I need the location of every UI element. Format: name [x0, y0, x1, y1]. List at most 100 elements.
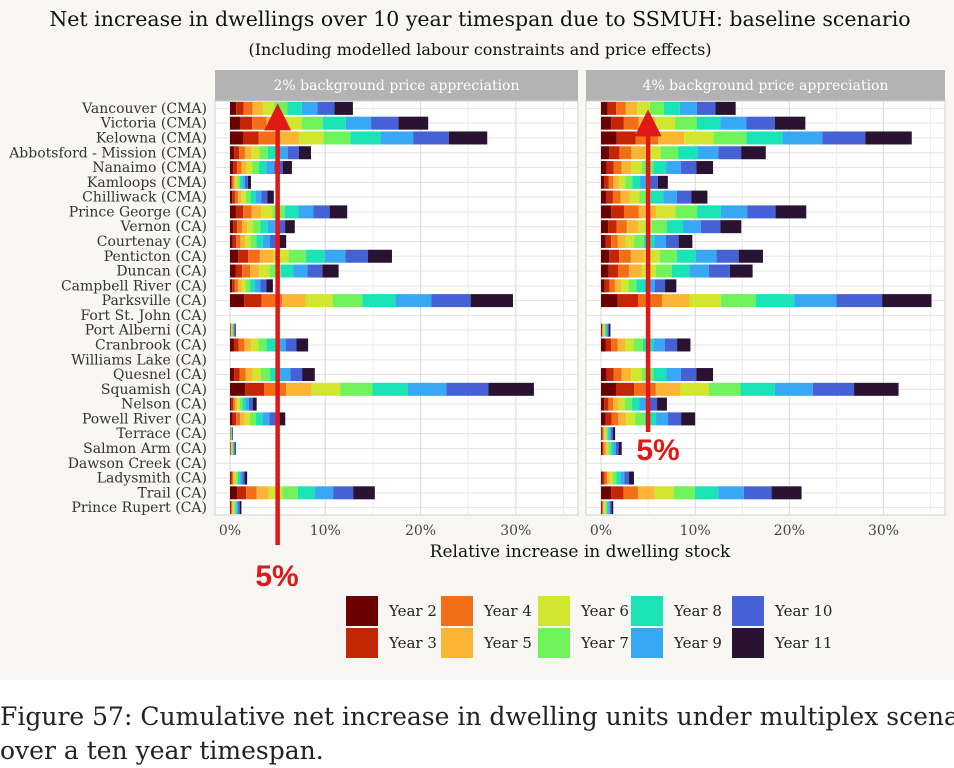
- bar-segment: [244, 175, 248, 189]
- bar-segment: [231, 441, 233, 455]
- bar-segment: [636, 279, 646, 293]
- bar-segment: [246, 161, 253, 175]
- bar-segment: [740, 382, 775, 396]
- bar-segment: [671, 264, 690, 278]
- bar-segment: [718, 146, 742, 160]
- figure-caption: Figure 57: Cumulative net increase in dw…: [0, 700, 954, 768]
- chart-subtitle: (Including modelled labour constraints a…: [248, 40, 711, 59]
- bar-segment: [231, 501, 233, 515]
- category-label: Dawson Creek (CA): [68, 456, 207, 472]
- bar-segment: [232, 234, 237, 248]
- bar-segment: [755, 294, 795, 308]
- bar-segment: [682, 220, 701, 234]
- bar-segment: [250, 338, 259, 352]
- bar-segment: [230, 116, 240, 130]
- bar-segment: [244, 146, 252, 160]
- bar-segment: [230, 146, 235, 160]
- bar-segment: [696, 116, 721, 130]
- bar-segment: [634, 234, 644, 248]
- bar-segment: [602, 323, 604, 337]
- bar-segment: [307, 264, 323, 278]
- bar-segment: [618, 397, 625, 411]
- bar-segment: [251, 205, 262, 219]
- category-label: Terrace (CA): [116, 426, 207, 442]
- bar-segment: [230, 397, 232, 411]
- bar-segment: [398, 116, 429, 130]
- bar-segment: [608, 175, 614, 189]
- legend-swatch: [346, 596, 378, 626]
- bar-segment: [259, 264, 270, 278]
- bar-segment: [230, 279, 233, 293]
- bar-segment: [854, 382, 899, 396]
- annotation-label: 5%: [255, 560, 298, 593]
- bar-segment: [607, 323, 610, 337]
- bar-segment: [298, 131, 324, 145]
- bar-segment: [775, 205, 807, 219]
- bar-segment: [244, 338, 251, 352]
- bar-segment: [675, 205, 698, 219]
- bar-segment: [604, 441, 607, 455]
- bar-segment: [258, 131, 278, 145]
- bar-segment: [619, 146, 632, 160]
- bar-segment: [297, 486, 315, 500]
- bar-segment: [655, 205, 676, 219]
- bar-segment: [606, 427, 608, 441]
- bar-segment: [322, 116, 346, 130]
- bar-segment: [741, 146, 766, 160]
- bar-segment: [628, 279, 637, 293]
- bar-segment: [232, 323, 234, 337]
- bar-segment: [234, 279, 238, 293]
- bar-segment: [608, 264, 618, 278]
- legend-label: Year 7: [580, 634, 629, 652]
- bar-segment: [302, 368, 315, 382]
- bar-segment: [605, 412, 612, 426]
- bar-segment: [345, 116, 372, 130]
- bar-segment: [230, 368, 235, 382]
- bar-segment: [634, 382, 656, 396]
- bar-segment: [616, 131, 636, 145]
- bar-segment: [248, 249, 260, 263]
- bar-segment: [604, 427, 607, 441]
- bar-segment: [407, 382, 447, 396]
- bar-segment: [259, 146, 268, 160]
- legend-label: Year 8: [673, 602, 722, 620]
- bar-segment: [616, 101, 626, 115]
- bar-segment: [677, 338, 691, 352]
- bar-segment: [244, 294, 262, 308]
- bar-segment: [285, 338, 297, 352]
- bar-segment: [350, 131, 381, 145]
- bar-segment: [605, 501, 607, 515]
- y-axis-labels: Vancouver (CMA)Victoria (CMA)Kelowna (CM…: [8, 101, 207, 516]
- bar-segment: [609, 279, 615, 293]
- bar-segment: [234, 323, 235, 337]
- bar-segment: [267, 146, 278, 160]
- bar-segment: [738, 249, 763, 263]
- bar-segment: [611, 427, 614, 441]
- bar-segment: [282, 486, 298, 500]
- bar-segment: [259, 249, 274, 263]
- bar-segment: [651, 220, 667, 234]
- legend-label: Year 4: [483, 602, 532, 620]
- x-tick-label: 20%: [405, 523, 436, 539]
- bar-segment: [611, 501, 614, 515]
- bar-segment: [601, 131, 617, 145]
- bar-segment: [236, 234, 241, 248]
- bar-segment: [620, 190, 630, 204]
- bar-segment: [237, 486, 247, 500]
- bar-segment: [608, 220, 617, 234]
- bar-segment: [612, 190, 621, 204]
- bar-segment: [252, 101, 263, 115]
- bar-segment: [276, 220, 286, 234]
- bar-segment: [261, 190, 268, 204]
- bar-segment: [607, 101, 617, 115]
- bar-segment: [266, 161, 275, 175]
- chart: Net increase in dwellings over 10 year t…: [8, 7, 946, 658]
- bar-segment: [822, 131, 866, 145]
- bar-segment: [233, 441, 235, 455]
- bar-segment: [615, 441, 619, 455]
- bar-segment: [250, 279, 256, 293]
- bar-segment: [680, 368, 697, 382]
- bar-segment: [230, 471, 231, 485]
- bar-segment: [230, 190, 233, 204]
- bar-segment: [238, 501, 240, 515]
